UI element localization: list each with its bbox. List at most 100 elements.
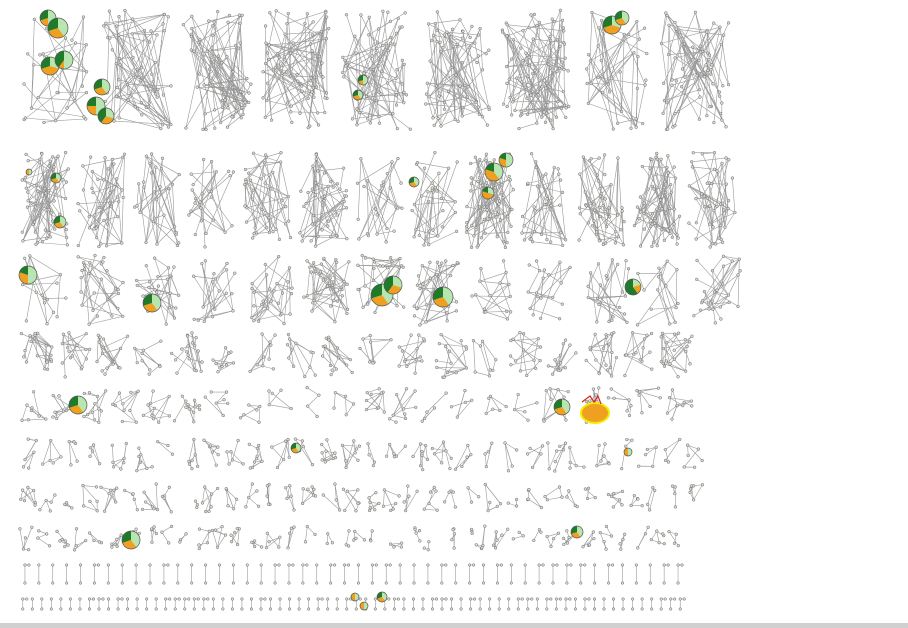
graph-node[interactable] bbox=[248, 466, 253, 470]
graph-node[interactable] bbox=[603, 172, 607, 177]
graph-node[interactable] bbox=[653, 216, 657, 221]
graph-node[interactable] bbox=[210, 46, 214, 50]
graph-node[interactable] bbox=[542, 202, 547, 207]
graph-node[interactable] bbox=[366, 117, 370, 121]
graph-node[interactable] bbox=[562, 42, 567, 46]
graph-node[interactable] bbox=[227, 78, 232, 82]
graph-node[interactable] bbox=[326, 184, 331, 188]
graph-node[interactable] bbox=[247, 442, 251, 446]
graph-node[interactable] bbox=[712, 21, 716, 25]
graph-node[interactable] bbox=[189, 34, 194, 39]
graph-node[interactable] bbox=[266, 306, 270, 310]
graph-node[interactable] bbox=[66, 346, 70, 350]
graph-node[interactable] bbox=[265, 51, 270, 55]
graph-node[interactable] bbox=[252, 304, 256, 308]
graph-node[interactable] bbox=[601, 203, 605, 208]
graph-node[interactable] bbox=[420, 264, 424, 268]
graph-node[interactable] bbox=[447, 349, 452, 353]
graph-node[interactable] bbox=[469, 182, 474, 186]
graph-node[interactable] bbox=[488, 294, 492, 298]
graph-node[interactable] bbox=[331, 185, 335, 189]
graph-node[interactable] bbox=[605, 277, 609, 281]
graph-node[interactable] bbox=[150, 72, 154, 76]
graph-node[interactable] bbox=[214, 463, 218, 467]
graph-node[interactable] bbox=[532, 12, 537, 17]
graph-node[interactable] bbox=[192, 398, 197, 402]
graph-node[interactable] bbox=[672, 348, 676, 352]
graph-node[interactable] bbox=[670, 388, 675, 392]
graph-node[interactable] bbox=[155, 33, 159, 37]
graph-node[interactable] bbox=[506, 230, 510, 235]
graph-node[interactable] bbox=[106, 167, 110, 171]
graph-node[interactable] bbox=[90, 449, 95, 453]
graph-node[interactable] bbox=[170, 182, 175, 186]
graph-node[interactable] bbox=[133, 346, 137, 350]
graph-node[interactable] bbox=[525, 373, 529, 378]
graph-node[interactable] bbox=[315, 111, 320, 115]
graph-node[interactable] bbox=[324, 15, 329, 19]
graph-node[interactable] bbox=[87, 214, 91, 219]
graph-node[interactable] bbox=[474, 100, 478, 104]
graph-node[interactable] bbox=[500, 190, 504, 194]
graph-node[interactable] bbox=[455, 42, 459, 47]
graph-node[interactable] bbox=[414, 358, 418, 362]
graph-node[interactable] bbox=[578, 212, 582, 216]
graph-node[interactable] bbox=[715, 288, 719, 292]
graph-node[interactable] bbox=[391, 112, 395, 116]
graph-node[interactable] bbox=[724, 182, 728, 186]
graph-node[interactable] bbox=[527, 263, 531, 267]
graph-node[interactable] bbox=[82, 391, 87, 396]
graph-node[interactable] bbox=[20, 178, 24, 182]
graph-node[interactable] bbox=[283, 32, 287, 36]
graph-node[interactable] bbox=[398, 256, 402, 261]
graph-node[interactable] bbox=[244, 220, 249, 224]
graph-node[interactable] bbox=[151, 80, 155, 84]
graph-node[interactable] bbox=[599, 191, 603, 196]
graph-node[interactable] bbox=[203, 395, 207, 399]
graph-node[interactable] bbox=[187, 462, 192, 466]
graph-node[interactable] bbox=[154, 92, 158, 96]
graph-node[interactable] bbox=[672, 332, 677, 336]
graph-node[interactable] bbox=[395, 126, 400, 131]
graph-node[interactable] bbox=[209, 159, 214, 164]
graph-node[interactable] bbox=[680, 43, 684, 47]
graph-node[interactable] bbox=[478, 157, 482, 162]
graph-node[interactable] bbox=[508, 294, 512, 299]
graph-node[interactable] bbox=[544, 388, 548, 393]
graph-node[interactable] bbox=[160, 156, 165, 160]
graph-node[interactable] bbox=[694, 197, 698, 201]
graph-node[interactable] bbox=[169, 122, 173, 127]
graph-node[interactable] bbox=[70, 38, 74, 42]
graph-node[interactable] bbox=[717, 90, 722, 94]
graph-node[interactable] bbox=[223, 98, 227, 102]
graph-node[interactable] bbox=[651, 241, 656, 245]
graph-node[interactable] bbox=[650, 244, 654, 249]
graph-node[interactable] bbox=[294, 341, 298, 345]
graph-node[interactable] bbox=[50, 345, 54, 349]
graph-node[interactable] bbox=[82, 267, 87, 271]
graph-node[interactable] bbox=[65, 236, 69, 240]
graph-node[interactable] bbox=[25, 403, 29, 407]
graph-node[interactable] bbox=[196, 41, 200, 45]
graph-node[interactable] bbox=[368, 67, 373, 72]
graph-node[interactable] bbox=[458, 84, 462, 88]
graph-node[interactable] bbox=[594, 358, 598, 362]
graph-node[interactable] bbox=[305, 12, 310, 16]
graph-node[interactable] bbox=[655, 151, 659, 156]
graph-node[interactable] bbox=[90, 410, 95, 414]
graph-node[interactable] bbox=[521, 348, 526, 352]
graph-node[interactable] bbox=[95, 394, 100, 399]
graph-node[interactable] bbox=[358, 111, 362, 115]
graph-node[interactable] bbox=[445, 311, 449, 315]
graph-node[interactable] bbox=[374, 98, 379, 103]
graph-node[interactable] bbox=[382, 410, 386, 414]
graph-node[interactable] bbox=[673, 123, 677, 128]
graph-node[interactable] bbox=[197, 407, 202, 412]
graph-node[interactable] bbox=[558, 44, 562, 49]
graph-node[interactable] bbox=[61, 332, 66, 336]
graph-node[interactable] bbox=[269, 343, 273, 347]
graph-node[interactable] bbox=[156, 87, 160, 92]
graph-node[interactable] bbox=[194, 336, 198, 340]
graph-node[interactable] bbox=[538, 345, 543, 349]
graph-node[interactable] bbox=[342, 279, 346, 284]
